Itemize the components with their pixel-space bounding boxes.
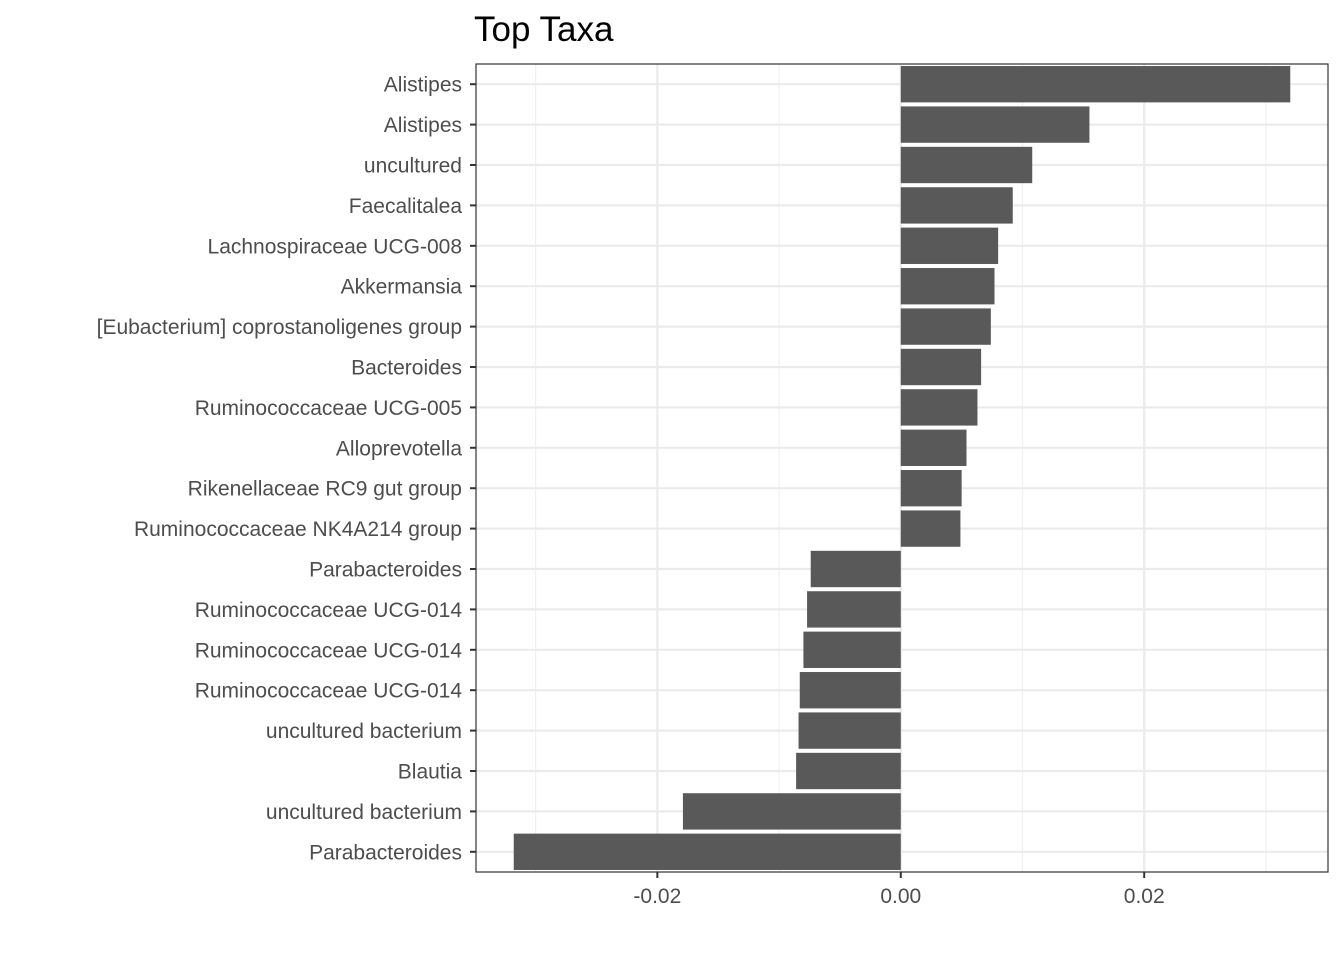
y-tick-label: Bacteroides <box>351 357 462 380</box>
y-tick-label: Ruminococcaceae UCG-005 <box>195 397 462 420</box>
bar <box>900 268 995 305</box>
bar <box>513 833 901 870</box>
x-tick-label: 0.02 <box>1124 885 1165 908</box>
y-tick-label: uncultured <box>364 155 462 178</box>
y-tick-label: Parabacteroides <box>309 559 462 582</box>
y-tick-label: Alistipes <box>384 74 462 97</box>
chart-title: Top Taxa <box>474 10 614 49</box>
y-tick-label: Lachnospiraceae UCG-008 <box>208 235 462 258</box>
y-tick-label: Rikenellaceae RC9 gut group <box>188 478 462 501</box>
y-tick-label: [Eubacterium] coprostanoligenes group <box>97 316 462 339</box>
bar <box>900 146 1033 184</box>
y-tick-label: Ruminococcaceae NK4A214 group <box>134 518 462 541</box>
y-tick-label: Parabacteroides <box>309 841 462 864</box>
bar <box>900 348 982 386</box>
y-tick-label: Akkermansia <box>341 276 463 299</box>
bar <box>900 106 1090 143</box>
y-tick-label: Blautia <box>398 761 463 784</box>
bar <box>900 187 1013 224</box>
y-tick-label: uncultured bacterium <box>266 801 462 824</box>
y-tick-label: Alistipes <box>384 114 462 137</box>
y-tick-label: Ruminococcaceae UCG-014 <box>195 639 463 662</box>
x-tick-label: -0.02 <box>633 885 681 908</box>
bar <box>900 227 999 264</box>
bar <box>799 672 901 709</box>
x-tick-label: 0.00 <box>880 885 921 908</box>
bar <box>900 510 961 547</box>
panel-border <box>475 63 1329 873</box>
bar <box>796 752 901 790</box>
bar <box>810 550 901 588</box>
bar <box>900 308 991 345</box>
y-tick-label: Faecalitalea <box>349 195 463 218</box>
bar <box>900 66 1291 103</box>
y-tick-label: Ruminococcaceae UCG-014 <box>195 599 463 622</box>
bar <box>682 793 901 830</box>
bar <box>900 429 967 466</box>
bar <box>803 631 901 668</box>
y-tick-label: Alloprevotella <box>336 437 462 460</box>
bar <box>807 591 901 628</box>
plot-panel: Alistipes Alistipes uncultured Faecalitalea… <box>97 63 1329 908</box>
bar <box>798 712 901 749</box>
y-tick-label: Ruminococcaceae UCG-014 <box>195 680 463 703</box>
y-tick-label: uncultured bacterium <box>266 720 462 743</box>
panel-background <box>476 64 1328 872</box>
bar <box>900 389 978 426</box>
bar <box>900 470 962 507</box>
